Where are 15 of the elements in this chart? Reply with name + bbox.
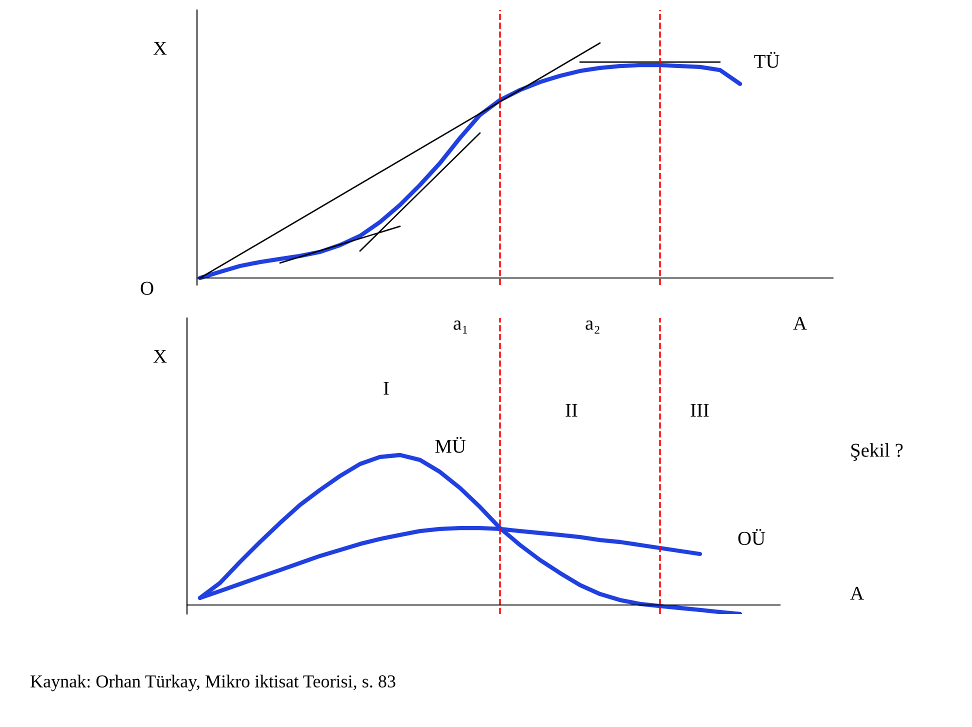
text: Kaynak: Orhan Türkay, Mikro iktisat Teorisi, s. 83 (30, 674, 396, 692)
text: OÜ (738, 529, 766, 545)
x-axis-title: A (850, 586, 864, 600)
text: Şekil ? (851, 443, 903, 461)
text: a₂ (586, 320, 600, 334)
series-label: TÜ (754, 52, 780, 68)
series-label: MÜ (435, 436, 466, 453)
y-axis-title: X (153, 350, 167, 363)
x-axis-title: A (793, 316, 807, 330)
y-axis-title: X (153, 42, 167, 55)
text: II (566, 404, 578, 417)
text: O (140, 282, 154, 295)
text: a₁ (454, 320, 468, 334)
text: I (384, 382, 389, 395)
text: III (690, 404, 709, 417)
